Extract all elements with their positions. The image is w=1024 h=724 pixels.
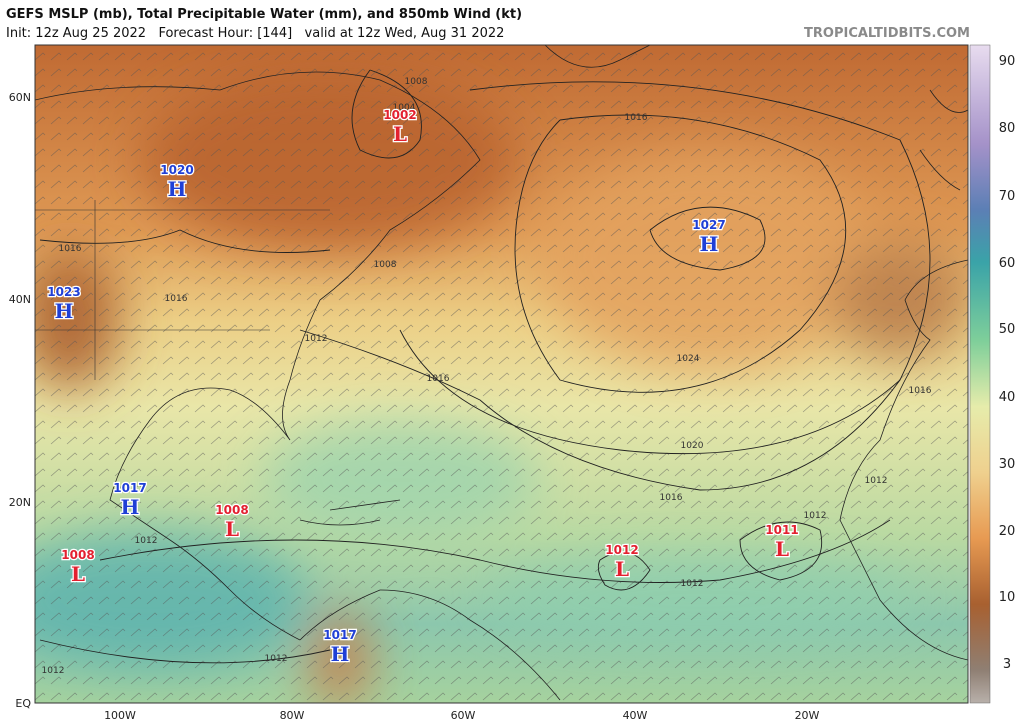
isobar-label: 1016 [909,386,932,396]
isobars [39,69,931,664]
center-letter: H [331,642,350,666]
credit: TROPICALTIDBITS.COM [804,26,970,41]
isobar-label: 1004 [393,103,416,113]
lat-label: EQ [15,697,31,710]
lon-label: 40W [623,709,648,722]
isobar-label: 1012 [305,334,328,344]
colorbar-label: 20 [999,524,1016,539]
isobar-label: 1008 [374,260,397,270]
isobar-label: 1016 [660,493,683,503]
colorbar-label: 90 [999,54,1016,69]
center-value: 1027 [692,218,725,232]
isobar-label: 1016 [165,294,188,304]
colorbar-label: 70 [999,189,1016,204]
colorbar-label: 60 [999,256,1016,271]
center-letter: L [615,557,629,581]
center-value: 1020 [160,163,193,177]
center-letter: H [55,299,74,323]
isobar-label: 1012 [865,476,888,486]
lon-label: 20W [795,709,820,722]
center-value: 1017 [113,481,146,495]
lon-label: 80W [280,709,305,722]
center-value: 1008 [215,503,248,517]
isobar-label: 1012 [135,536,158,546]
colorbar-label: 80 [999,121,1016,136]
isobar-label: 1012 [804,511,827,521]
isobar-label: 1012 [265,654,288,664]
isobar-label: 1024 [677,354,700,364]
center-value: 1012 [605,543,638,557]
isobar-label: 1012 [42,666,65,676]
center-value: 1023 [47,285,80,299]
isobar-label: 1016 [625,113,648,123]
colorbar [969,44,991,704]
center-letter: L [775,537,789,561]
coastlines [35,45,968,701]
center-value: 1008 [61,548,94,562]
center-value: 1002 [383,108,416,122]
map [35,45,968,703]
lat-label: 60N [9,91,31,104]
isobar-label: 1020 [681,441,704,451]
map-frame [34,44,969,704]
lon-label: 100W [104,709,136,722]
isobar-label: 1012 [681,579,704,589]
colorbar-label: 40 [999,390,1016,405]
center-value: 1017 [323,628,356,642]
center-letter: H [700,232,719,256]
center-letter: H [168,177,187,201]
center-letter: L [71,562,85,586]
isobar-label: 1016 [59,244,82,254]
isobar-label: 1008 [405,77,428,87]
colorbar-label: 50 [999,322,1016,337]
lon-label: 60W [451,709,476,722]
center-letter: H [121,495,140,519]
center-value: 1011 [765,523,798,537]
colorbar-label: 30 [999,457,1016,472]
colorbar-label: 10 [999,590,1016,605]
subtitle: Init: 12z Aug 25 2022 Forecast Hour: [14… [6,26,504,41]
colorbar-label: 3 [1003,657,1011,672]
lat-label: 20N [9,496,31,509]
center-letter: L [225,517,239,541]
center-letter: L [393,122,407,146]
title: GEFS MSLP (mb), Total Precipitable Water… [6,7,522,22]
lat-label: 40N [9,293,31,306]
isobar-label: 1016 [427,374,450,384]
